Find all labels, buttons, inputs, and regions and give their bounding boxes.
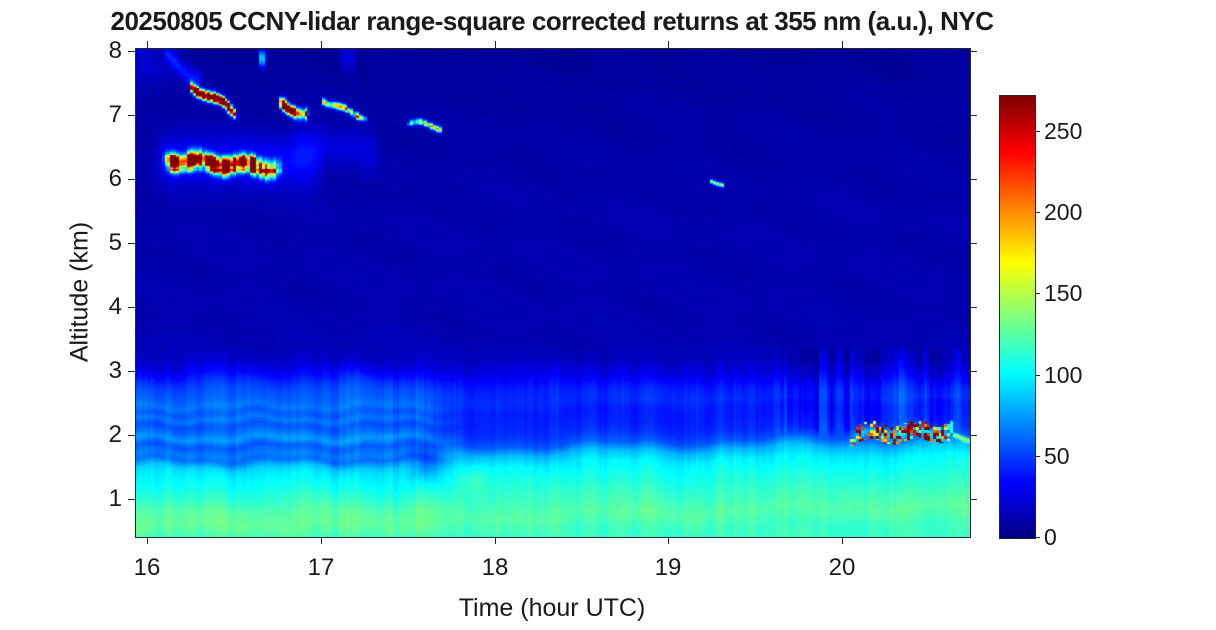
colorbar-tick-mark <box>1035 537 1040 538</box>
colorbar-tick-mark <box>1035 456 1040 457</box>
y-tick-mark <box>128 307 135 308</box>
y-tick-mark <box>128 51 135 52</box>
x-tick-label: 18 <box>481 554 509 581</box>
x-tick-mark-top <box>842 41 843 48</box>
y-tick-mark <box>128 115 135 116</box>
y-tick-mark-right <box>970 371 977 372</box>
plot-area <box>135 48 971 538</box>
y-tick-mark-right <box>970 115 977 116</box>
x-axis-label: Time (hour UTC) <box>458 594 646 622</box>
x-tick-label: 17 <box>307 554 335 581</box>
x-tick-label: 16 <box>133 554 161 581</box>
x-tick-mark <box>842 537 843 544</box>
colorbar-tick-label: 200 <box>1044 199 1083 225</box>
x-tick-mark <box>321 537 322 544</box>
y-tick-mark <box>128 435 135 436</box>
x-tick-mark <box>668 537 669 544</box>
colorbar-tick-mark <box>1035 212 1040 213</box>
colorbar-tick-label: 250 <box>1044 118 1083 144</box>
y-tick-label: 5 <box>108 229 122 256</box>
y-tick-label: 4 <box>108 293 122 320</box>
colorbar <box>999 95 1036 539</box>
colorbar-tick-label: 100 <box>1044 362 1083 388</box>
colorbar-canvas <box>1000 96 1035 538</box>
y-tick-label: 2 <box>108 421 122 448</box>
x-tick-mark-top <box>321 41 322 48</box>
x-tick-label: 20 <box>828 554 856 581</box>
colorbar-tick-label: 0 <box>1044 524 1057 550</box>
x-tick-mark-top <box>495 41 496 48</box>
colorbar-tick-mark <box>1035 375 1040 376</box>
x-tick-mark-top <box>668 41 669 48</box>
chart-title: 20250805 CCNY-lidar range-square correct… <box>110 6 994 36</box>
y-tick-label: 8 <box>108 37 122 64</box>
colorbar-tick-label: 150 <box>1044 280 1083 306</box>
y-tick-mark-right <box>970 435 977 436</box>
y-tick-label: 3 <box>108 357 122 384</box>
x-tick-mark-top <box>147 41 148 48</box>
y-tick-mark <box>128 499 135 500</box>
y-tick-mark-right <box>970 307 977 308</box>
y-tick-mark-right <box>970 179 977 180</box>
y-tick-label: 6 <box>108 165 122 192</box>
heatmap-canvas <box>136 49 970 537</box>
y-tick-mark <box>128 179 135 180</box>
x-tick-mark <box>147 537 148 544</box>
y-tick-mark <box>128 371 135 372</box>
y-tick-mark-right <box>970 243 977 244</box>
y-tick-label: 1 <box>108 485 122 512</box>
x-tick-mark <box>495 537 496 544</box>
y-tick-mark-right <box>970 51 977 52</box>
y-tick-mark <box>128 243 135 244</box>
colorbar-tick-label: 50 <box>1044 443 1070 469</box>
y-tick-mark-right <box>970 499 977 500</box>
colorbar-tick-mark <box>1035 131 1040 132</box>
x-tick-label: 19 <box>654 554 682 581</box>
y-tick-label: 7 <box>108 101 122 128</box>
colorbar-tick-mark <box>1035 293 1040 294</box>
